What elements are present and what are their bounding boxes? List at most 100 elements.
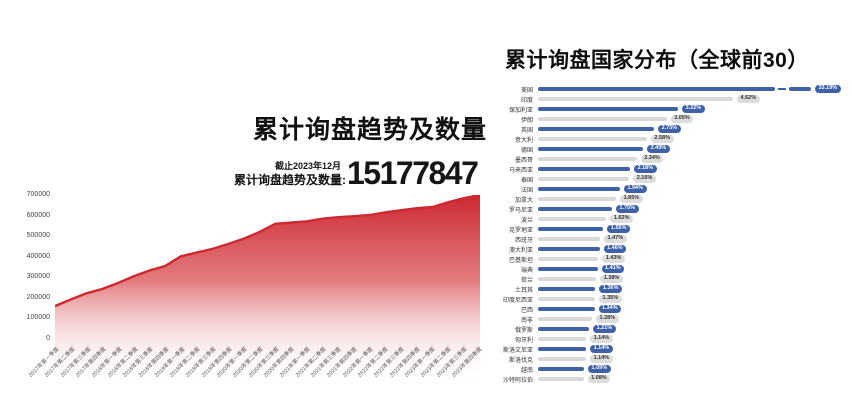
country-label: 印度尼西亚 <box>502 297 533 304</box>
bar-row: 斯洛伐克 1.14% <box>488 354 852 364</box>
country-label: 西班牙 <box>514 237 533 244</box>
bar <box>538 156 637 162</box>
value-badge: 2.18% <box>634 164 657 174</box>
country-label: 土耳其 <box>514 287 533 294</box>
country-label: 意大利 <box>514 137 533 144</box>
country-label: 英国 <box>520 127 533 134</box>
bar <box>538 246 600 252</box>
bar <box>538 166 630 172</box>
y-tick-label: 500000 <box>26 232 50 240</box>
bar-row: 土耳其 1.36% <box>488 284 852 294</box>
country-label: 墨西哥 <box>514 157 533 164</box>
bar <box>538 106 679 112</box>
bar-row: 越南 1.09% <box>488 364 852 374</box>
y-tick-label: 600000 <box>26 211 50 219</box>
bar <box>538 116 667 122</box>
bar-row: 意大利 2.58% <box>488 134 852 144</box>
bar <box>538 186 620 192</box>
bar <box>538 136 647 142</box>
country-label: 俄罗斯 <box>514 327 533 334</box>
country-label: 斯洛文尼亚 <box>502 347 533 354</box>
bar-row: 沙特阿拉伯 1.08% <box>488 374 852 384</box>
country-label: 印度 <box>520 97 533 104</box>
cumulative-count-value: 15177847 <box>347 155 479 191</box>
area-series-svg <box>55 195 480 385</box>
bar-row: 西班牙 1.47% <box>488 234 852 244</box>
bar-row: 英国 2.75% <box>488 124 852 134</box>
bar-row: 斯洛文尼亚 1.14% <box>488 344 852 354</box>
country-label: 罗马尼亚 <box>508 207 533 214</box>
value-badge: 2.16% <box>633 174 656 184</box>
bar <box>538 126 655 132</box>
country-label: 巴基斯坦 <box>508 257 533 264</box>
bar-row: 德国 2.49% <box>488 144 852 154</box>
bar-rows: 美国 33.19% 印度 4.62% 保加利亚 3.32% 伊朗 3.05% 英国 2.75% 意大… <box>488 84 852 384</box>
value-badge: 1.14% <box>590 344 613 354</box>
value-badge: 1.75% <box>615 204 639 214</box>
country-label: 美国 <box>520 87 533 94</box>
bar <box>538 216 607 222</box>
value-badge: 1.35% <box>599 294 622 304</box>
bar-row: 美国 33.19% <box>488 84 852 94</box>
bar <box>538 306 595 312</box>
bar <box>538 336 587 342</box>
bar-row: 匈牙利 1.14% <box>488 334 852 344</box>
value-badge: 3.05% <box>670 114 694 124</box>
bar-row: 保加利亚 3.32% <box>488 104 852 114</box>
bar-row: 墨西哥 2.34% <box>488 154 852 164</box>
bar <box>538 376 584 382</box>
bar-row: 巴西 1.34% <box>488 304 852 314</box>
country-label: 越南 <box>520 367 533 374</box>
bar-row: 澳大利亚 1.46% <box>488 244 852 254</box>
area-chart-title: 累计询盘趋势及数量 <box>253 115 488 144</box>
bar <box>538 236 600 242</box>
value-badge: 1.28% <box>596 314 619 324</box>
value-badge: 2.49% <box>647 144 670 154</box>
bar-row: 罗马尼亚 1.75% <box>488 204 852 214</box>
country-label: 泰国 <box>520 177 533 184</box>
country-label: 德国 <box>520 147 533 154</box>
value-badge: 1.36% <box>599 284 622 294</box>
bar-row: 瑞典 1.41% <box>488 264 852 274</box>
country-label: 法国 <box>520 187 533 194</box>
country-label: 波兰 <box>520 217 533 224</box>
y-tick-label: 100000 <box>26 314 50 322</box>
bar-segment <box>789 86 811 92</box>
country-label: 伊朗 <box>520 117 533 124</box>
bar-row: 伊朗 3.05% <box>488 114 852 124</box>
axis-break-icon <box>778 88 786 90</box>
cumulative-count-label: 累计询盘趋势及数量: <box>234 173 346 187</box>
bar <box>538 256 599 262</box>
y-tick-label: 300000 <box>26 273 50 281</box>
value-badge: 1.14% <box>590 334 613 344</box>
value-badge: 1.47% <box>604 234 627 244</box>
bar-row: 波兰 1.62% <box>488 214 852 224</box>
trend-line <box>55 195 480 308</box>
value-badge: 1.14% <box>590 354 613 364</box>
country-label: 保加利亚 <box>508 107 533 114</box>
bar-row: 印度 4.62% <box>488 94 852 104</box>
bar-row: 巴基斯坦 1.43% <box>488 254 852 264</box>
country-label: 沙特阿拉伯 <box>502 377 533 384</box>
value-badge: 1.55% <box>607 224 630 234</box>
country-label: 巴西 <box>520 307 533 314</box>
bar <box>538 196 617 202</box>
value-badge: 2.34% <box>640 154 664 164</box>
value-badge: 1.09% <box>588 364 611 374</box>
country-label: 荷兰 <box>520 277 533 284</box>
value-badge: 1.46% <box>603 244 627 254</box>
bar <box>538 326 590 332</box>
bar <box>538 146 644 152</box>
bar <box>538 296 595 302</box>
value-badge: 1.94% <box>623 184 647 194</box>
area-fill <box>55 195 480 385</box>
value-badge: 1.41% <box>601 264 625 274</box>
value-badge: 1.62% <box>610 214 633 224</box>
country-label: 马来西亚 <box>508 167 533 174</box>
value-badge: 3.32% <box>682 104 705 114</box>
y-tick-label: 200000 <box>26 293 50 301</box>
bar <box>538 316 592 322</box>
value-badge: 1.38% <box>600 274 623 284</box>
country-label: 斯洛伐克 <box>508 357 533 364</box>
